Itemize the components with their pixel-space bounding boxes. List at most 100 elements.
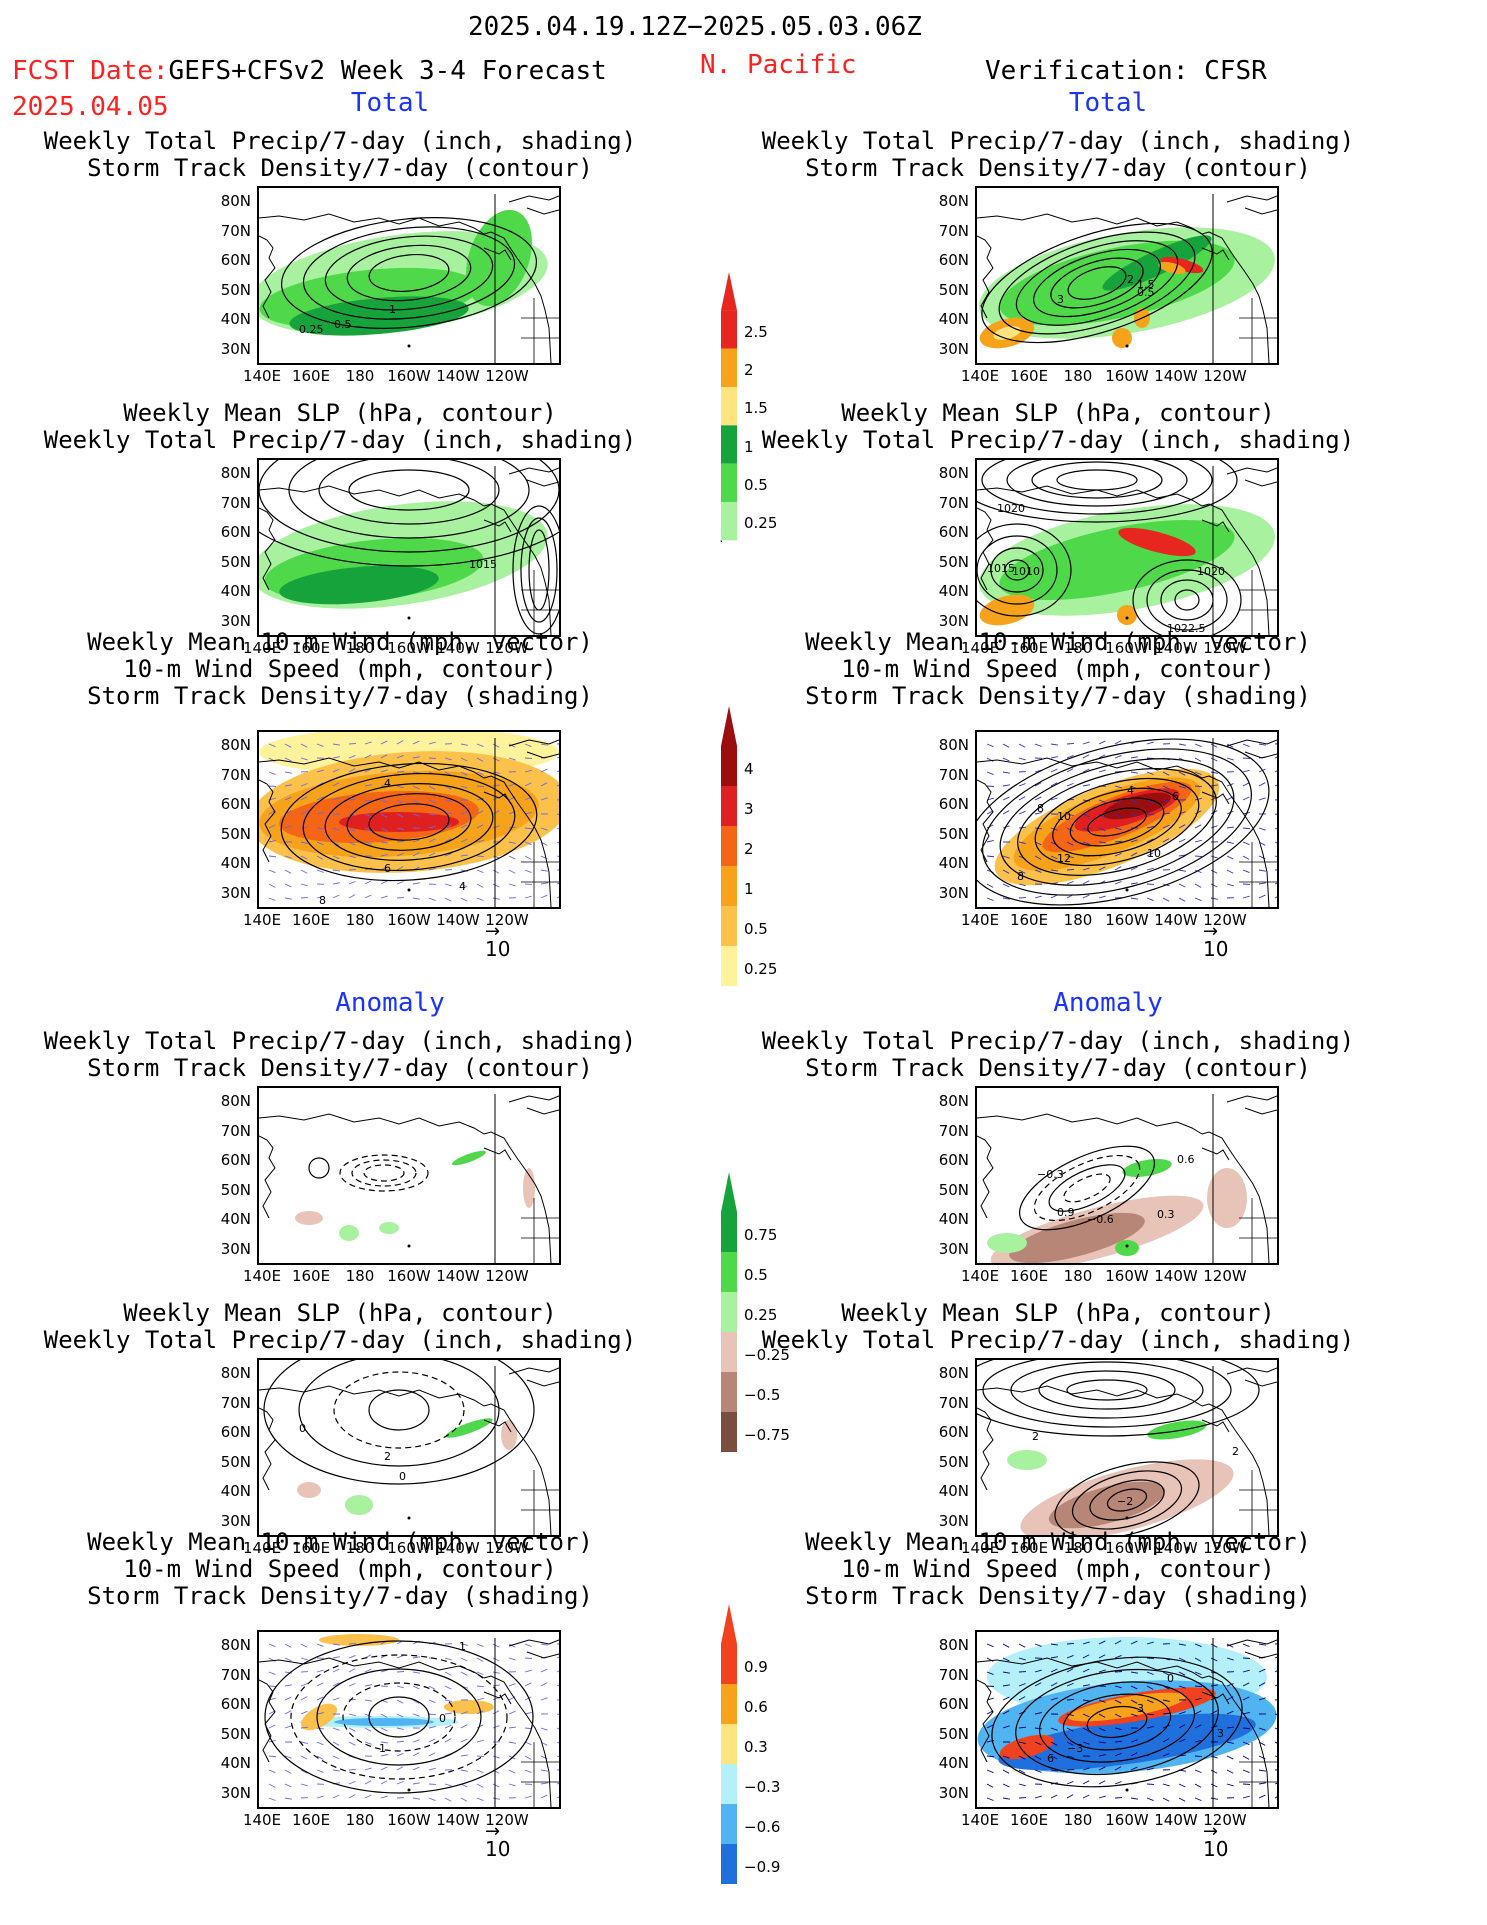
shaded-region bbox=[339, 1225, 359, 1241]
colorbar-label: 1 bbox=[744, 437, 754, 456]
shaded-region bbox=[279, 565, 439, 605]
map-plot: 1 0 1 bbox=[257, 1630, 561, 1809]
wind-vector bbox=[1274, 799, 1277, 801]
colorbar-swatch bbox=[721, 946, 737, 986]
wind-vector bbox=[428, 741, 436, 745]
wind-vector bbox=[1210, 1769, 1218, 1774]
wind-vector bbox=[284, 1797, 292, 1800]
lon-tick-label: 120W bbox=[485, 911, 529, 929]
wind-vector bbox=[444, 838, 452, 843]
panel-title: Weekly Mean 10-m Wind (mph, vector) bbox=[805, 628, 1311, 656]
lon-tick-label: 160W bbox=[387, 639, 431, 657]
contour-line bbox=[302, 772, 516, 872]
wind-vector bbox=[412, 1685, 420, 1690]
wind-vector bbox=[1114, 755, 1122, 759]
wind-vector bbox=[364, 813, 372, 818]
coastline bbox=[259, 1679, 276, 1763]
wind-vector bbox=[1162, 799, 1170, 802]
shaded-region bbox=[523, 1168, 535, 1208]
state-boundaries bbox=[1239, 1742, 1277, 1807]
coastline bbox=[977, 1385, 1203, 1407]
shaded-region bbox=[319, 1634, 399, 1646]
contour-label: 1015 bbox=[469, 558, 497, 571]
contour-line bbox=[1033, 248, 1161, 318]
wind-vector bbox=[300, 743, 308, 748]
wind-vector bbox=[412, 1797, 420, 1800]
wind-vector bbox=[380, 866, 388, 871]
lon-tick-label: 180 bbox=[345, 911, 375, 929]
region-label: N. Pacific bbox=[700, 50, 857, 80]
colorbar-swatch bbox=[721, 906, 737, 946]
coastline bbox=[483, 247, 512, 261]
wind-vector bbox=[1130, 866, 1138, 871]
contour-line bbox=[351, 1159, 417, 1187]
wind-vector bbox=[1050, 1769, 1058, 1772]
wind-vector bbox=[508, 1657, 516, 1661]
panel-title: 10-m Wind Speed (mph, contour) bbox=[841, 1555, 1275, 1583]
wind-vector bbox=[412, 897, 420, 900]
lon-tick-label: 140W bbox=[1154, 1539, 1198, 1557]
wind-vector bbox=[986, 1783, 994, 1788]
wind-vector bbox=[364, 1780, 372, 1785]
wind-vector bbox=[380, 895, 388, 899]
contour-line bbox=[1146, 569, 1228, 631]
wind-vector bbox=[1130, 882, 1138, 885]
lat-tick-label: 60N bbox=[220, 795, 251, 813]
wind-vector bbox=[1210, 1643, 1218, 1648]
wind-vector bbox=[1050, 855, 1058, 860]
coastline bbox=[259, 757, 485, 779]
colorbar-swatch bbox=[721, 310, 737, 349]
wind-vector bbox=[1002, 1684, 1010, 1687]
wind-vector bbox=[1002, 1657, 1010, 1662]
lat-tick-label: 70N bbox=[938, 1121, 969, 1140]
wind-vector bbox=[332, 1697, 340, 1701]
wind-vector bbox=[444, 1712, 453, 1715]
wind-vector bbox=[1098, 1669, 1106, 1673]
wind-vector bbox=[380, 1713, 388, 1718]
wind-vector bbox=[1034, 812, 1042, 815]
contour-line bbox=[1050, 257, 1144, 309]
wind-vector bbox=[524, 1769, 532, 1773]
wind-vector bbox=[412, 852, 420, 857]
wind-vector bbox=[1114, 1640, 1122, 1645]
wind-vector bbox=[1162, 771, 1170, 776]
lon-tick-label: 160E bbox=[1009, 1267, 1049, 1285]
wind-vector bbox=[1066, 1713, 1074, 1717]
contour-line bbox=[302, 226, 516, 320]
wind-vector bbox=[476, 883, 484, 888]
lon-tick-label: 140E bbox=[242, 911, 282, 929]
wind-vector bbox=[1066, 1794, 1074, 1799]
fcst-date-label: FCST Date:GEFS+CFSv2 Week 3-4 Forecast bbox=[12, 56, 607, 86]
contour-label: 6 bbox=[384, 862, 391, 875]
wind-vector bbox=[380, 769, 388, 773]
wind-vector bbox=[1210, 897, 1218, 900]
wind-vector bbox=[380, 880, 388, 885]
wind-vector bbox=[460, 1711, 468, 1715]
wind-vector bbox=[300, 1769, 308, 1774]
contour-line bbox=[348, 469, 470, 511]
wind-vector bbox=[1082, 894, 1090, 899]
coastline bbox=[1201, 1403, 1270, 1535]
wind-vector bbox=[332, 882, 340, 885]
wind-vector bbox=[492, 1783, 500, 1788]
wind-vector bbox=[1002, 771, 1010, 774]
state-boundaries bbox=[1239, 1198, 1277, 1263]
wind-vector bbox=[1242, 1643, 1250, 1647]
wind-vector bbox=[300, 1683, 308, 1687]
map-svg: 0 3 6 3 −3 bbox=[977, 1637, 1277, 1807]
wind-vector bbox=[1002, 1643, 1010, 1648]
contour-line bbox=[981, 460, 1213, 515]
lat-tick-label: 40N bbox=[938, 854, 969, 872]
contour-label: 0.6 bbox=[1177, 1153, 1195, 1166]
wind-vector bbox=[460, 1797, 468, 1802]
wind-vector bbox=[1018, 783, 1026, 787]
lat-tick-label: 50N bbox=[938, 1724, 969, 1743]
contour-line bbox=[1034, 777, 1200, 867]
wind-vector bbox=[1082, 867, 1090, 871]
wind-vector bbox=[300, 1696, 308, 1701]
wind-vector bbox=[332, 1727, 340, 1731]
lon-tick-label: 160E bbox=[291, 367, 331, 385]
wind-vector bbox=[428, 1738, 436, 1743]
wind-vector bbox=[1002, 796, 1010, 801]
